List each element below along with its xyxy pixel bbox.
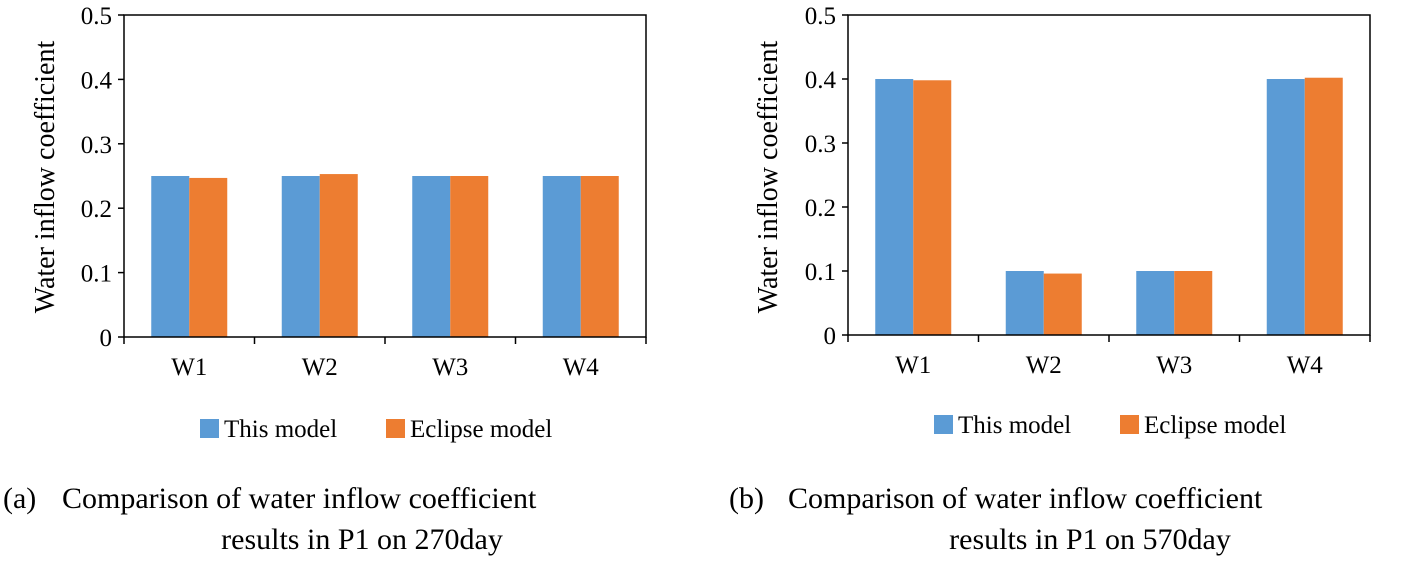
y-tick-label: 0.1 bbox=[805, 259, 836, 286]
bar-eclipse-model-w1 bbox=[913, 80, 952, 335]
bar-eclipse-model-w1 bbox=[189, 177, 228, 337]
y-tick-label: 0.5 bbox=[805, 3, 836, 30]
y-tick-label: 0.3 bbox=[805, 131, 836, 158]
caption: (b) Comparison of water inflow coefficie… bbox=[729, 482, 1263, 556]
legend: This model Eclipse model bbox=[934, 412, 1286, 439]
bar-eclipse-model-w4 bbox=[580, 176, 619, 337]
y-tick-labels: 0 0.1 0.2 0.3 0.4 0.5 bbox=[81, 3, 124, 352]
caption-line-1: Comparison of water inflow coefficient bbox=[62, 482, 537, 515]
plot-area bbox=[847, 14, 1371, 336]
bar-this-model-w3 bbox=[412, 176, 451, 337]
legend-label-this-model: This model bbox=[224, 416, 337, 443]
y-tick-label: 0.2 bbox=[805, 195, 836, 222]
bar-eclipse-model-w3 bbox=[450, 176, 489, 337]
y-tick-label: 0.2 bbox=[81, 196, 112, 223]
legend-swatch-eclipse-model bbox=[1120, 415, 1139, 434]
caption-line-1: Comparison of water inflow coefficient bbox=[788, 482, 1263, 515]
plot-area bbox=[123, 14, 647, 338]
y-axis-label: Water inflow coefficient bbox=[753, 41, 784, 314]
legend: This model Eclipse model bbox=[200, 416, 552, 443]
bar-this-model-w4 bbox=[1266, 79, 1305, 335]
y-tick-label: 0.3 bbox=[81, 132, 112, 159]
y-tick-label: 0.1 bbox=[81, 261, 112, 288]
category-label-w4: W4 bbox=[563, 354, 600, 381]
legend-swatch-this-model bbox=[934, 415, 953, 434]
y-tick-label: 0.5 bbox=[81, 3, 112, 30]
y-tick-label: 0.4 bbox=[81, 67, 113, 94]
bar-this-model-w1 bbox=[875, 79, 914, 335]
chart-panel-b: Water inflow coefficient 0 0.1 0.2 0.3 0.4 0.… bbox=[729, 3, 1371, 556]
caption: (a) Comparison of water inflow coefficie… bbox=[3, 482, 537, 556]
caption-tag: (b) bbox=[729, 482, 764, 515]
bar-eclipse-model-w2 bbox=[1043, 273, 1082, 335]
bar-eclipse-model-w2 bbox=[319, 174, 358, 337]
bar-this-model-w3 bbox=[1136, 271, 1175, 335]
legend-swatch-eclipse-model bbox=[386, 419, 405, 438]
y-tick-label: 0 bbox=[100, 325, 113, 352]
caption-tag: (a) bbox=[3, 482, 36, 515]
legend-label-eclipse-model: Eclipse model bbox=[410, 416, 552, 443]
bar-eclipse-model-w4 bbox=[1304, 77, 1343, 335]
bar-this-model-w2 bbox=[281, 176, 320, 337]
category-label-w4: W4 bbox=[1287, 352, 1324, 379]
category-label-w1: W1 bbox=[895, 352, 931, 379]
category-label-w1: W1 bbox=[171, 354, 207, 381]
category-labels: W1 W2 W3 W4 bbox=[123, 337, 647, 381]
category-label-w2: W2 bbox=[1026, 352, 1062, 379]
legend-label-this-model: This model bbox=[958, 412, 1071, 439]
y-tick-label: 0.4 bbox=[805, 67, 837, 94]
bar-this-model-w1 bbox=[151, 176, 190, 337]
legend-label-eclipse-model: Eclipse model bbox=[1144, 412, 1286, 439]
chart-panel-a: Water inflow coefficient 0 0.1 0.2 0.3 0.4 0.… bbox=[3, 3, 647, 556]
category-label-w3: W3 bbox=[1156, 352, 1192, 379]
category-labels: W1 W2 W3 W4 bbox=[847, 335, 1371, 379]
caption-line-2: results in P1 on 570day bbox=[949, 523, 1231, 556]
y-tick-label: 0 bbox=[824, 323, 837, 350]
bar-this-model-w4 bbox=[542, 176, 581, 337]
category-label-w2: W2 bbox=[302, 354, 338, 381]
legend-swatch-this-model bbox=[200, 419, 219, 438]
category-label-w3: W3 bbox=[432, 354, 468, 381]
bar-eclipse-model-w3 bbox=[1174, 271, 1213, 335]
y-axis-label: Water inflow coefficient bbox=[30, 41, 61, 314]
caption-line-2: results in P1 on 270day bbox=[221, 523, 503, 556]
y-tick-labels: 0 0.1 0.2 0.3 0.4 0.5 bbox=[805, 3, 848, 350]
bar-this-model-w2 bbox=[1005, 271, 1044, 335]
